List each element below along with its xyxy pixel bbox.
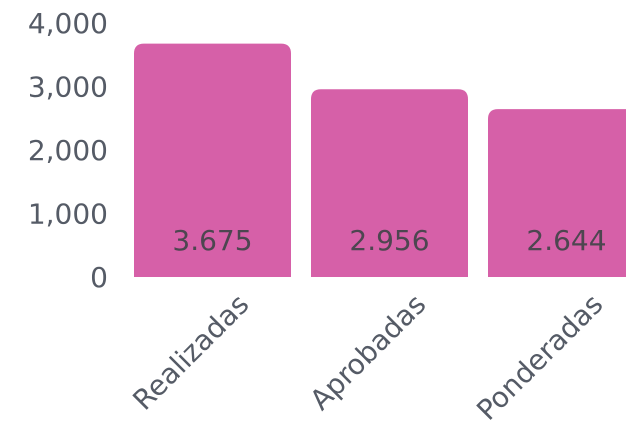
x-axis: Realizadas Aprobadas Ponderadas [126,288,609,427]
x-tick-label: Aprobadas [303,288,432,417]
data-label: 2.644 [526,224,606,257]
data-label: 2.956 [349,224,429,257]
y-tick-label: 3,000 [28,71,108,104]
data-label: 3.675 [172,224,252,257]
y-tick-label: 1,000 [28,198,108,231]
y-axis: 0 1,000 2,000 3,000 4,000 [28,7,108,294]
y-tick-label: 2,000 [28,134,108,167]
x-tick-label: Realizadas [126,288,255,417]
bar-aprobadas [311,89,468,277]
y-tick-label: 4,000 [28,7,108,40]
x-tick-label: Ponderadas [470,288,609,427]
bar-realizadas [134,43,291,278]
y-tick-label: 0 [90,261,108,294]
bars [134,43,626,278]
bar-ponderadas [488,109,626,277]
data-labels: 3.675 2.956 2.644 [172,224,606,257]
